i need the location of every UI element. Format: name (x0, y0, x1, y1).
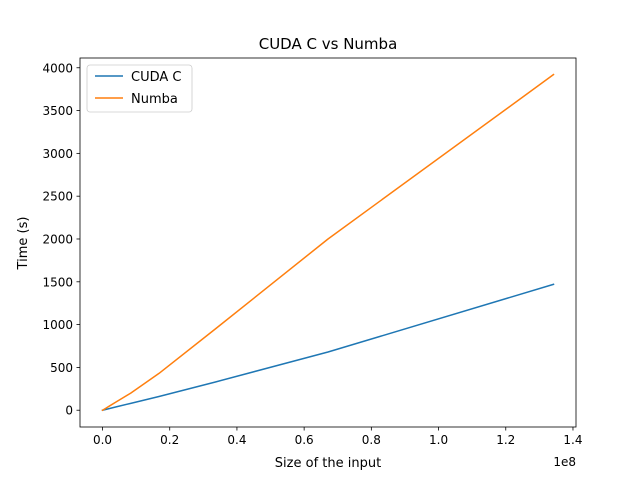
x-tick-label: 1.2 (496, 433, 515, 447)
axes-layer (79, 57, 577, 428)
y-tick-label: 1000 (42, 318, 73, 332)
series-line-numba (101, 73, 555, 412)
y-tick-label: 3500 (42, 104, 73, 118)
x-axis-label: Size of the input (275, 456, 381, 471)
x-tick-label: 1.4 (563, 433, 582, 447)
x-tick-label: 0.4 (227, 433, 246, 447)
legend-entry-label: CUDA C (131, 70, 181, 85)
plot-area (80, 58, 576, 427)
x-tick-label: 1.0 (429, 433, 448, 447)
x-axis-ticks: 0.0 0.2 0.4 0.6 0.8 1.0 1.2 1.4 (93, 427, 583, 447)
series-line-cuda-c (101, 283, 555, 412)
legend-entry-label: Numba (131, 92, 178, 107)
x-offset-label: 1e8 (553, 455, 576, 469)
y-tick-label: 500 (50, 361, 73, 375)
y-tick-label: 0 (65, 404, 73, 418)
axes-frame (79, 57, 577, 428)
x-tick-label: 0.2 (160, 433, 179, 447)
y-tick-label: 2000 (42, 232, 73, 246)
x-tick-label: 0.6 (295, 433, 314, 447)
x-tick-label: 0.0 (93, 433, 112, 447)
series-layer (101, 73, 555, 412)
y-axis-ticks: 0 500 1000 1500 2000 2500 3000 3500 4000 (42, 61, 80, 418)
y-tick-label: 4000 (42, 61, 73, 75)
legend: CUDA C Numba (86, 64, 193, 113)
y-axis-label: Time (s) (16, 217, 31, 271)
chart-title: CUDA C vs Numba (259, 35, 398, 53)
x-tick-label: 0.8 (362, 433, 381, 447)
plot-background (80, 58, 576, 427)
y-tick-label: 2500 (42, 190, 73, 204)
y-tick-label: 3000 (42, 147, 73, 161)
y-tick-label: 1500 (42, 275, 73, 289)
